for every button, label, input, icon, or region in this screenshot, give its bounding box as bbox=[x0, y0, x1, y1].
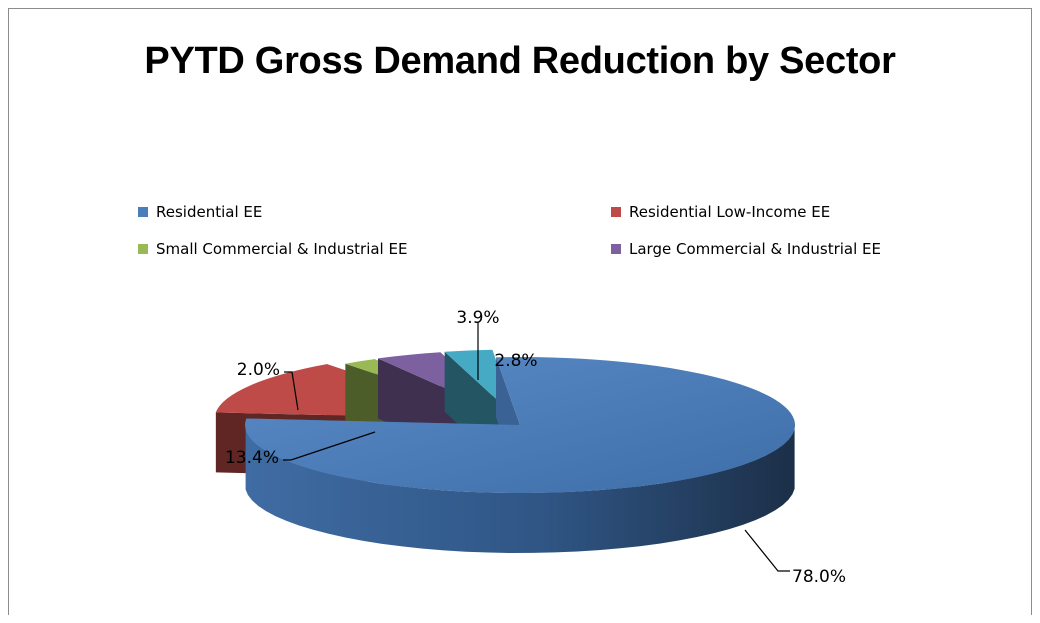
legend-label: Large Commercial & Industrial EE bbox=[629, 240, 881, 258]
data-label: 13.4% bbox=[225, 448, 279, 468]
leader-line bbox=[283, 431, 376, 461]
data-label: 2.8% bbox=[494, 351, 537, 371]
legend-label: Residential EE bbox=[156, 203, 263, 221]
legend-item-residential-ee: Residential EE bbox=[138, 203, 262, 221]
legend-swatch bbox=[138, 207, 148, 217]
legend-swatch bbox=[611, 244, 621, 254]
legend-swatch bbox=[611, 207, 621, 217]
legend-item-small-commercial-industrial-ee: Small Commercial & Industrial EE bbox=[138, 240, 407, 258]
data-label: 3.9% bbox=[456, 308, 499, 328]
legend-label: Small Commercial & Industrial EE bbox=[156, 240, 408, 258]
legend-item-large-commercial-industrial-ee: Large Commercial & Industrial EE bbox=[611, 240, 881, 258]
data-label: 2.0% bbox=[237, 360, 280, 380]
legend-swatch bbox=[138, 244, 148, 254]
pie-slice-side bbox=[245, 428, 795, 553]
legend-label: Residential Low-Income EE bbox=[629, 203, 831, 221]
legend-item-residential-low-income-ee: Residential Low-Income EE bbox=[611, 203, 830, 221]
leader-line bbox=[744, 529, 790, 572]
chart-title: PYTD Gross Demand Reduction by Sector bbox=[144, 40, 896, 82]
pie-slice-1 bbox=[245, 357, 796, 553]
leader-line bbox=[284, 371, 299, 411]
data-label: 78.0% bbox=[792, 567, 846, 587]
pie-slice-top bbox=[245, 357, 796, 494]
